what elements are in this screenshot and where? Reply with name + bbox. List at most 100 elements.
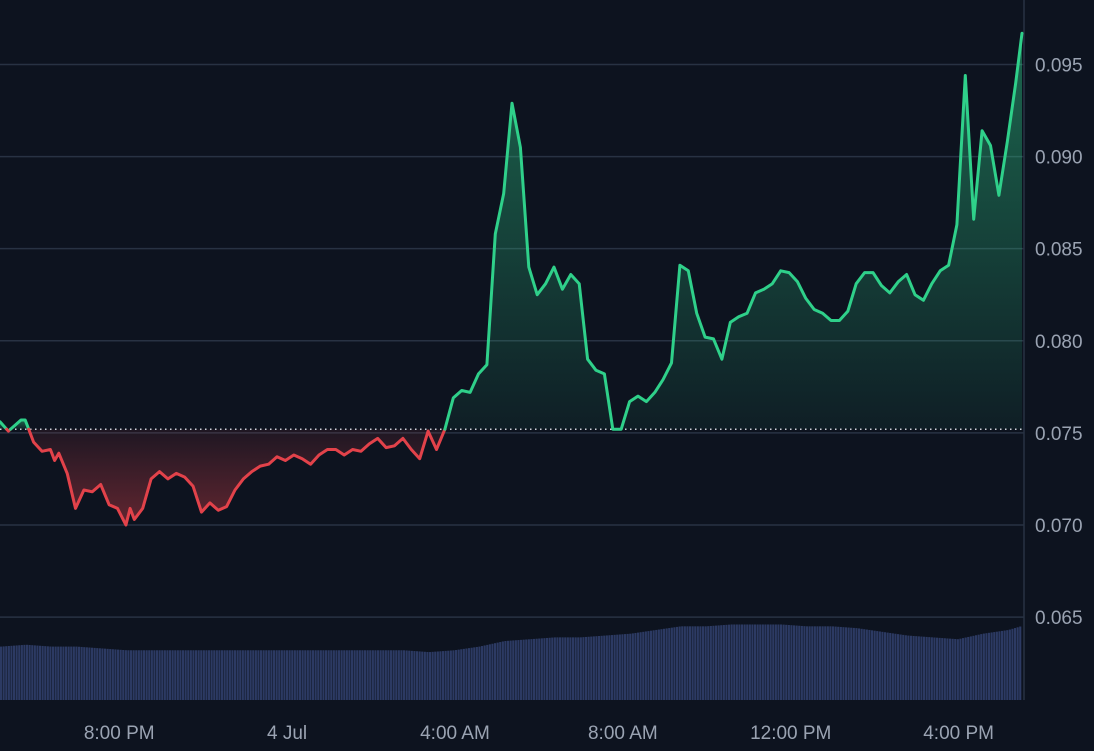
volume-bar	[280, 650, 283, 700]
volume-bar	[613, 634, 616, 700]
volume-bar	[860, 628, 863, 700]
volume-bar	[189, 650, 192, 700]
volume-bar	[847, 627, 850, 700]
volume-bar	[548, 637, 551, 700]
volume-bar	[361, 650, 364, 700]
volume-bar	[551, 637, 554, 700]
volume-bar	[325, 650, 328, 700]
y-axis: 0.095 0.090 0.085 0.080 0.075 0.070 0.065	[1035, 55, 1083, 629]
volume-bar	[754, 624, 757, 700]
volume-bar	[689, 626, 692, 700]
volume-bar	[507, 640, 510, 700]
volume-bar	[759, 624, 762, 700]
volume-bar	[980, 634, 983, 700]
volume-bar	[356, 650, 359, 700]
volume-bar	[358, 650, 361, 700]
volume-bar	[660, 629, 663, 700]
volume-bar	[387, 650, 390, 700]
volume-bar	[296, 650, 299, 700]
volume-bar	[782, 624, 785, 700]
volume-bar	[382, 650, 385, 700]
volume-bar	[540, 638, 543, 700]
volume-bar	[174, 650, 177, 700]
volume-bar	[59, 646, 62, 700]
volume-bar	[787, 624, 790, 700]
volume-bar	[413, 651, 416, 700]
volume-bar	[31, 645, 34, 700]
volume-bar	[111, 649, 114, 700]
y-tick-label: 0.085	[1035, 240, 1083, 261]
volume-bar	[933, 637, 936, 700]
volume-bar	[790, 625, 793, 700]
volume-bar	[488, 644, 491, 700]
volume-bar	[585, 636, 588, 700]
volume-bar	[28, 644, 31, 700]
volume-bar	[244, 650, 247, 700]
volume-bar	[665, 628, 668, 700]
volume-bar	[839, 626, 842, 700]
volume-bar	[530, 639, 533, 700]
volume-bar	[800, 625, 803, 700]
volume-bar	[470, 647, 473, 700]
volume-bar	[899, 634, 902, 700]
volume-bar	[18, 645, 21, 700]
volume-bar	[928, 637, 931, 700]
volume-bar	[764, 624, 767, 700]
volume-bar	[335, 650, 338, 700]
volume-bar	[642, 631, 645, 700]
volume-bar	[218, 650, 221, 700]
volume-bar	[262, 650, 265, 700]
volume-bar	[514, 640, 517, 700]
volume-bar	[153, 650, 156, 700]
volume-bar	[730, 624, 733, 700]
volume-bar	[83, 647, 86, 700]
volume-bar	[257, 650, 260, 700]
volume-bar	[1011, 628, 1014, 700]
volume-bar	[286, 650, 289, 700]
volume-bar	[834, 626, 837, 700]
volume-bar	[429, 652, 432, 700]
volume-bar	[390, 650, 393, 700]
volume-bar	[132, 650, 135, 700]
volume-bar	[525, 639, 528, 700]
volume-bar	[426, 651, 429, 700]
volume-bar	[655, 629, 658, 700]
volume-bar	[288, 650, 291, 700]
volume-bar	[481, 646, 484, 700]
volume-bar	[23, 644, 26, 700]
volume-bar	[351, 650, 354, 700]
volume-bar	[696, 626, 699, 700]
volume-bar	[158, 650, 161, 700]
volume-bar	[962, 638, 965, 700]
volume-bar	[886, 632, 889, 700]
volume-bar	[663, 628, 666, 700]
volume-bar	[977, 634, 980, 700]
volume-bar	[309, 650, 312, 700]
volume-bar	[46, 646, 49, 700]
volume-bar	[637, 632, 640, 700]
y-tick-label: 0.065	[1035, 608, 1083, 629]
volume-bar	[460, 649, 463, 700]
volume-bar	[475, 646, 478, 700]
volume-bar	[39, 645, 42, 700]
volume-bar	[556, 637, 559, 700]
volume-bar	[946, 638, 949, 700]
volume-bar	[166, 650, 169, 700]
volume-bar	[455, 650, 458, 700]
volume-bar	[647, 631, 650, 700]
volume-bar	[184, 650, 187, 700]
volume-bar	[44, 646, 47, 700]
volume-bar	[694, 626, 697, 700]
volume-bar	[676, 626, 679, 700]
volume-bar	[904, 635, 907, 700]
volume-bar	[912, 635, 915, 700]
volume-bar	[785, 624, 788, 700]
volume-bar	[897, 634, 900, 700]
volume-bar	[379, 650, 382, 700]
volume-bar	[161, 650, 164, 700]
volume-bar	[210, 650, 213, 700]
volume-bar	[254, 650, 257, 700]
volume-bar	[98, 648, 101, 700]
volume-bar	[702, 626, 705, 700]
